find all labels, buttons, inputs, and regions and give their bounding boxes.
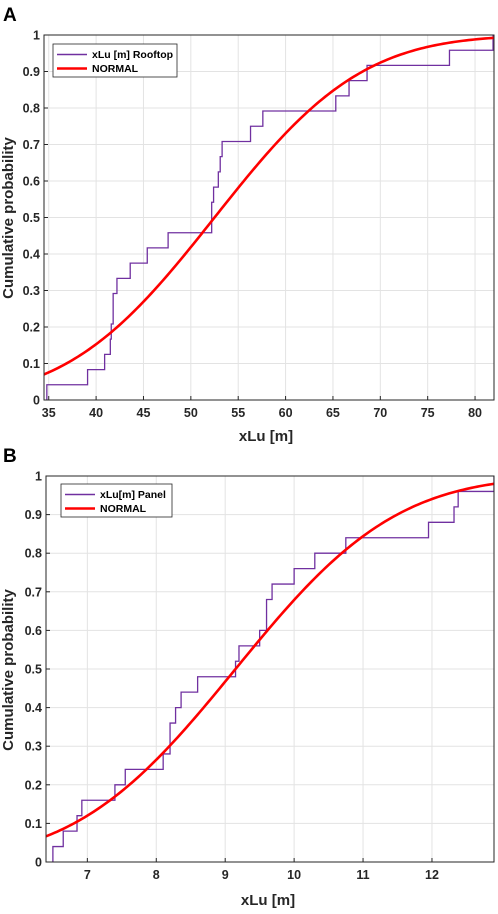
panel-b-legend-label-series-1: xLu[m] Panel xyxy=(100,489,166,501)
panel-b-xlabel: xLu [m] xyxy=(241,892,295,909)
panel-a-xlabel: xLu [m] xyxy=(239,428,293,445)
panel-a: A Cumulative probability xLu [m] 35 40 45 5… xyxy=(0,5,495,445)
panel-b-legend-label-series-2: NORMAL xyxy=(100,503,147,515)
panel-a-legend: xLu [m] Rooftop NORMAL xyxy=(52,43,178,78)
panel-b-legend-box xyxy=(60,483,173,518)
panel-b-series-2-line xyxy=(46,482,494,838)
panel-a-series-2-line xyxy=(44,36,494,376)
panel-b-xtick-label-9: 9 xyxy=(222,868,229,882)
panel-a-ytick-label-0.3: 0.3 xyxy=(23,284,40,298)
panel-a-legend-label-series-2: NORMAL xyxy=(92,63,139,75)
panel-a-ytick-label-0.4: 0.4 xyxy=(23,248,40,262)
panel-b-plot-area: 7 8 9 10 11 12 0 0.1 0.2 0.3 0.4 0.5 0.6 0.7 0.8 0.9 1 xyxy=(25,470,495,882)
panel-b-letter: B xyxy=(3,446,17,467)
panel-b-ytick-label-0: 0 xyxy=(35,856,42,870)
panel-b-ytick-label-0.1: 0.1 xyxy=(25,817,42,831)
panel-b-ytick-label-0.9: 0.9 xyxy=(25,508,42,522)
panel-a-ytick-label-0.1: 0.1 xyxy=(23,357,40,371)
panel-a-ytick-label-1: 1 xyxy=(33,29,40,43)
panel-a-legend-label-series-1: xLu [m] Rooftop xyxy=(92,49,173,61)
panel-b-ytick-label-0.5: 0.5 xyxy=(25,663,42,677)
panel-a-ytick-label-0.6: 0.6 xyxy=(23,175,40,189)
panel-b-xtick-label-10: 10 xyxy=(287,868,301,882)
panel-a-series-1-line xyxy=(46,35,494,400)
panel-a-legend-box xyxy=(52,43,178,78)
panel-a-ytick-label-0.5: 0.5 xyxy=(23,211,40,225)
panel-a-xtick-label-70: 70 xyxy=(373,406,387,420)
panel-b-ytick-label-0.7: 0.7 xyxy=(25,585,42,599)
panel-a-xtick-label-35: 35 xyxy=(42,406,56,420)
panel-a-letter: A xyxy=(3,5,17,26)
panel-b-ytick-label-1: 1 xyxy=(35,470,42,484)
panel-b-ylabel: Cumulative probability xyxy=(0,589,17,751)
panel-b-ytick-label-0.2: 0.2 xyxy=(25,778,42,792)
panel-b-ytick-label-0.3: 0.3 xyxy=(25,740,42,754)
panel-b-xtick-label-11: 11 xyxy=(356,868,369,882)
panel-a-xtick-label-45: 45 xyxy=(137,406,151,420)
panel-a-xtick-label-65: 65 xyxy=(326,406,340,420)
panel-a-ylabel: Cumulative probability xyxy=(0,137,17,299)
panel-a-xtick-label-60: 60 xyxy=(279,406,293,420)
panel-a-ytick-label-0.7: 0.7 xyxy=(23,138,40,152)
panel-a-xtick-label-55: 55 xyxy=(231,406,245,420)
panel-b: B Cumulative probability xLu [m] 7 8 9 10 11… xyxy=(0,446,495,909)
panel-a-ytick-label-0.9: 0.9 xyxy=(23,65,40,79)
panel-b-ytick-label-0.6: 0.6 xyxy=(25,624,42,638)
panel-b-legend: xLu[m] Panel NORMAL xyxy=(60,483,173,518)
panel-b-ytick-label-0.4: 0.4 xyxy=(25,701,42,715)
panel-a-ytick-label-0: 0 xyxy=(33,394,40,408)
panel-a-ytick-label-0.2: 0.2 xyxy=(23,321,40,335)
panel-a-ytick-label-0.8: 0.8 xyxy=(23,102,40,116)
panel-a-xtick-label-80: 80 xyxy=(468,406,482,420)
panel-a-xtick-label-75: 75 xyxy=(421,406,435,420)
panel-b-xtick-label-7: 7 xyxy=(84,868,91,882)
panel-a-plot-area: 35 40 45 50 55 60 65 70 75 80 0 0.1 0.2 0.3 0.4 0.5 0.6 0… xyxy=(23,29,495,420)
panel-b-xtick-label-8: 8 xyxy=(153,868,160,882)
panel-a-xtick-label-40: 40 xyxy=(89,406,103,420)
panel-b-xtick-label-12: 12 xyxy=(425,868,439,882)
panel-b-ytick-label-0.8: 0.8 xyxy=(25,547,42,561)
panel-a-xtick-label-50: 50 xyxy=(184,406,198,420)
